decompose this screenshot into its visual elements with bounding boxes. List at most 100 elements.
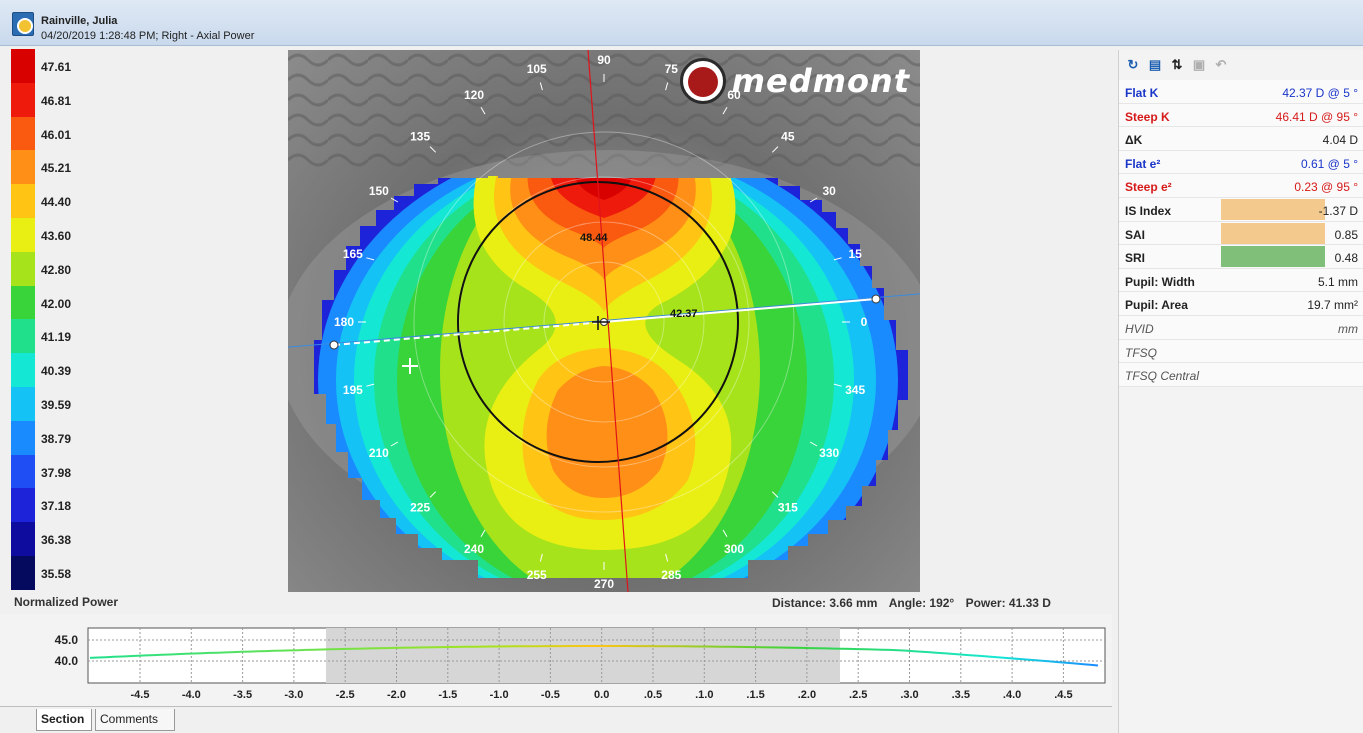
legend-swatch (11, 353, 35, 387)
param-label: Flat K (1125, 86, 1159, 100)
readout-angle: Angle: 192° (888, 596, 955, 610)
legend-swatch (11, 454, 35, 489)
profile-x-tick: .1.0 (695, 689, 713, 701)
undo-icon[interactable]: ↶ (1215, 57, 1227, 72)
section-endpoint-right[interactable] (871, 294, 881, 304)
refresh-icon[interactable]: ↻ (1127, 57, 1139, 72)
angle-label: 75 (665, 62, 679, 76)
legend-swatch (11, 184, 35, 218)
legend-swatch (11, 420, 35, 455)
param-row: Pupil: Area 19.7 mm² (1119, 292, 1363, 316)
legend-row: 42.80 (11, 251, 281, 286)
angle-label: 225 (410, 500, 430, 514)
profile-x-tick: -3.0 (284, 689, 303, 701)
eyebrow-texture (288, 50, 920, 170)
angle-label: 210 (369, 446, 389, 460)
param-row: ΔK 4.04 D (1119, 127, 1363, 151)
profile-x-tick: .3.0 (900, 689, 918, 701)
param-row: Pupil: Width 5.1 mm (1119, 269, 1363, 293)
legend-swatch (11, 82, 35, 117)
legend-swatch (11, 386, 35, 421)
param-value: 0.85 (1334, 227, 1358, 242)
profile-x-tick: .0.5 (644, 689, 662, 701)
profile-x-tick: -2.0 (387, 689, 406, 701)
legend-row: 47.61 (11, 49, 281, 83)
legend-row: 37.18 (11, 488, 281, 523)
patient-name: Rainville, Julia (41, 15, 118, 27)
legend-swatch (11, 555, 35, 590)
angle-label: 120 (464, 88, 484, 102)
profile-x-tick: .2.5 (849, 689, 867, 701)
tab-comments[interactable]: Comments (95, 709, 175, 731)
exam-info: 04/20/2019 1:28:48 PM; Right - Axial Pow… (41, 30, 255, 42)
profile-svg: -4.5 -4.0 -3.5 -3.0 -2.5 -2.0 -1.5 -1.0 -0.5 0.0.… (55, 627, 1106, 701)
profile-y-tick: 40.0 (55, 654, 79, 668)
param-label: Pupil: Width (1125, 274, 1195, 289)
legend-row: 42.00 (11, 285, 281, 320)
profile-x-tick: .2.0 (798, 689, 816, 701)
readout-distance: Distance: 3.66 mm (772, 596, 878, 610)
section-profile-chart: -4.5 -4.0 -3.5 -3.0 -2.5 -2.0 -1.5 -1.0 -0.5 0.0.… (0, 614, 1112, 706)
legend-value: 37.98 (41, 465, 72, 480)
angle-label: 345 (845, 383, 865, 397)
medmont-logo: medmont (679, 58, 910, 104)
topography-map[interactable]: 0 15 30 45 60 75 90 105 120 135 150 165 180 195 210 225… (288, 50, 920, 592)
param-row: Flat e² 0.61 @ 5 ° (1119, 151, 1363, 175)
legend-value: 42.00 (41, 296, 72, 311)
legend-swatch (11, 150, 35, 185)
param-label: HVID (1125, 321, 1154, 336)
profile-x-tick: -4.5 (131, 689, 150, 701)
profile-x-tick: -1.0 (490, 689, 509, 701)
sort-icon[interactable]: ⇅ (1171, 57, 1183, 72)
chart-options-icon[interactable]: ▤ (1148, 57, 1162, 72)
param-row: HVID mm (1119, 316, 1363, 340)
profile-x-tick: .1.5 (746, 689, 764, 701)
topography-map-svg[interactable]: 0 15 30 45 60 75 90 105 120 135 150 165 180 195 210 225… (288, 50, 920, 592)
angle-label: 255 (527, 568, 547, 582)
profile-y-tick: 45.0 (55, 633, 79, 647)
legend-value: 42.80 (41, 262, 72, 277)
legend-value: 36.38 (41, 533, 72, 548)
legend-swatch (11, 116, 35, 151)
angle-label: 300 (724, 542, 744, 556)
param-label: Pupil: Area (1125, 298, 1188, 313)
legend-swatch (11, 522, 35, 556)
legend-row: 46.81 (11, 82, 281, 117)
legend-value: 46.81 (41, 93, 72, 108)
save-icon[interactable]: ▣ (1192, 57, 1206, 72)
param-row: SRI 0.48 (1119, 245, 1363, 269)
legend-swatch (11, 251, 35, 286)
legend-value: 43.60 (41, 228, 72, 243)
param-row: Flat K 42.37 D @ 5 ° (1119, 80, 1363, 104)
power-map (314, 176, 908, 578)
param-label: Steep K (1125, 109, 1170, 124)
exam-header: Rainville, Julia 04/20/2019 1:28:48 PM; … (0, 0, 1363, 46)
legend-value: 41.19 (41, 330, 72, 345)
legend-row: 37.98 (11, 454, 281, 489)
logo-text: medmont (731, 62, 910, 100)
legend-swatch (11, 488, 35, 523)
color-scale-legend: 47.61 46.81 46.01 45.21 44.40 43.60 42.80 42.00… (11, 49, 281, 590)
legend-row: 38.79 (11, 420, 281, 455)
legend-swatch (11, 217, 35, 252)
angle-label: 30 (822, 184, 836, 198)
legend-swatch (11, 319, 35, 354)
param-value: 46.41 D @ 95 ° (1275, 109, 1358, 124)
angle-label: 240 (464, 542, 484, 556)
legend-value: 45.21 (41, 161, 72, 176)
param-label: Flat e² (1125, 156, 1161, 171)
legend-row: 45.21 (11, 150, 281, 185)
section-endpoint-left[interactable] (329, 340, 339, 350)
map-label-flat: 42.37 (670, 308, 698, 320)
scale-label: Normalized Power (14, 595, 119, 609)
angle-label: 180 (334, 315, 354, 329)
param-label: SAI (1125, 227, 1146, 242)
profile-x-tick: .4.5 (1054, 689, 1072, 701)
profile-x-tick: .3.5 (952, 689, 970, 701)
legend-swatch (11, 285, 35, 320)
param-row: IS Index -1.37 D (1119, 198, 1363, 222)
panel-toolbar: ↻ ▤ ⇅ ▣ ↶ (1125, 54, 1229, 76)
param-row: TFSQ Central (1119, 363, 1363, 387)
tab-section[interactable]: Section (36, 709, 92, 731)
legend-row: 44.40 (11, 184, 281, 218)
